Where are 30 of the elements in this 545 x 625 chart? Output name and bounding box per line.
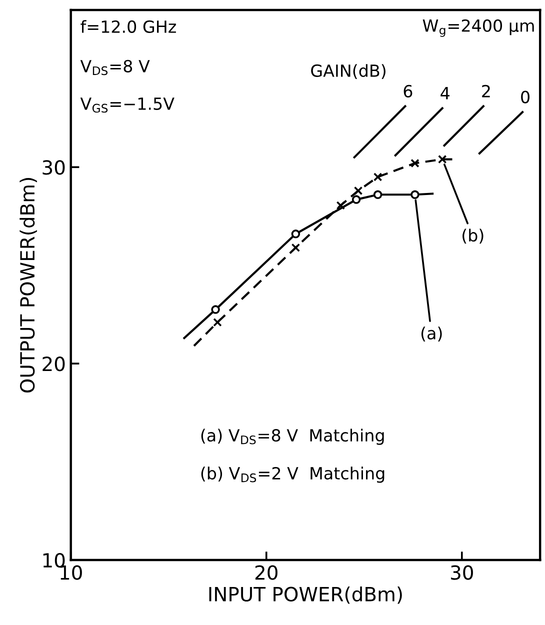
point	[354, 186, 363, 196]
annotation: GAIN(dB)	[311, 64, 386, 79]
series-label: 2	[482, 84, 490, 98]
point	[291, 243, 300, 252]
annotation: (a) V$_{DS}$=8 V Matching	[201, 428, 384, 445]
annotation: (a)	[421, 326, 442, 342]
point	[211, 305, 220, 314]
y-tick-label: 30	[42, 160, 65, 175]
point	[336, 201, 346, 210]
annotation: W$_{g}$=2400 μm	[422, 19, 534, 37]
annotation: f=12.0 GHz	[80, 20, 176, 33]
point	[373, 190, 382, 200]
point	[410, 190, 420, 200]
annotation: V$_{GS}$=−1.5V	[80, 98, 174, 113]
x-axis-title: INPUT POWER(dBm)	[209, 586, 402, 604]
series-label: 4	[440, 87, 450, 100]
x-tick-label: 20	[255, 565, 278, 580]
annotation: (b)	[462, 228, 484, 244]
annotation: V$_{DS}$=8 V	[80, 60, 150, 76]
point	[352, 195, 361, 204]
annotation: (b) V$_{DS}$=2 V Matching	[201, 466, 384, 483]
point	[410, 158, 420, 168]
y-axis-title: OUTPUT POWER(dBm)	[20, 178, 37, 393]
series-label: 6	[404, 84, 412, 98]
y-tick-label: 20	[42, 356, 65, 372]
point	[373, 172, 382, 182]
point	[213, 318, 222, 327]
point	[291, 230, 300, 238]
series-label: 0	[521, 90, 530, 104]
x-tick-label: 30	[451, 565, 473, 580]
